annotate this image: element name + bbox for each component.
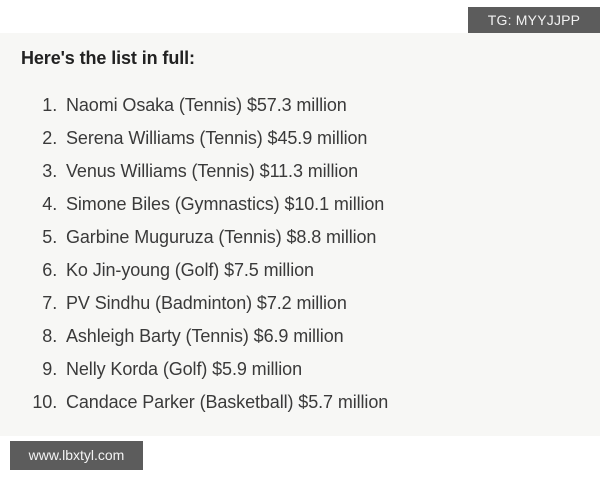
page-title: Here's the list in full: xyxy=(21,48,195,68)
site-watermark-badge: www.lbxtyl.com xyxy=(10,441,143,470)
earnings-ranking-list: Naomi Osaka (Tennis) $57.3 million Serena… xyxy=(0,89,388,419)
list-item: Serena Williams (Tennis) $45.9 million xyxy=(62,122,388,155)
list-item-label: Venus Williams (Tennis) $11.3 million xyxy=(66,161,359,181)
list-item-label: Naomi Osaka (Tennis) $57.3 million xyxy=(66,95,347,115)
list-item: PV Sindhu (Badminton) $7.2 million xyxy=(62,287,388,320)
list-item-label: PV Sindhu (Badminton) $7.2 million xyxy=(66,293,347,313)
list-item: Candace Parker (Basketball) $5.7 million xyxy=(62,386,388,419)
list-item-label: Serena Williams (Tennis) $45.9 million xyxy=(66,128,368,148)
list-item-label: Simone Biles (Gymnastics) $10.1 million xyxy=(66,194,385,214)
list-item-label: Ashleigh Barty (Tennis) $6.9 million xyxy=(66,326,344,346)
list-item: Garbine Muguruza (Tennis) $8.8 million xyxy=(62,221,388,254)
list-item: Nelly Korda (Golf) $5.9 million xyxy=(62,353,388,386)
list-item: Venus Williams (Tennis) $11.3 million xyxy=(62,155,388,188)
list-item-label: Candace Parker (Basketball) $5.7 million xyxy=(66,392,389,412)
list-item-label: Garbine Muguruza (Tennis) $8.8 million xyxy=(66,227,377,247)
list-item: Simone Biles (Gymnastics) $10.1 million xyxy=(62,188,388,221)
article-content-panel: Here's the list in full: Naomi Osaka (Te… xyxy=(0,33,600,436)
list-item: Ko Jin-young (Golf) $7.5 million xyxy=(62,254,388,287)
list-item-label: Ko Jin-young (Golf) $7.5 million xyxy=(66,260,314,280)
list-item: Naomi Osaka (Tennis) $57.3 million xyxy=(62,89,388,122)
list-item-label: Nelly Korda (Golf) $5.9 million xyxy=(66,359,302,379)
telegram-channel-badge: TG: MYYJJPP xyxy=(468,7,600,33)
list-item: Ashleigh Barty (Tennis) $6.9 million xyxy=(62,320,388,353)
